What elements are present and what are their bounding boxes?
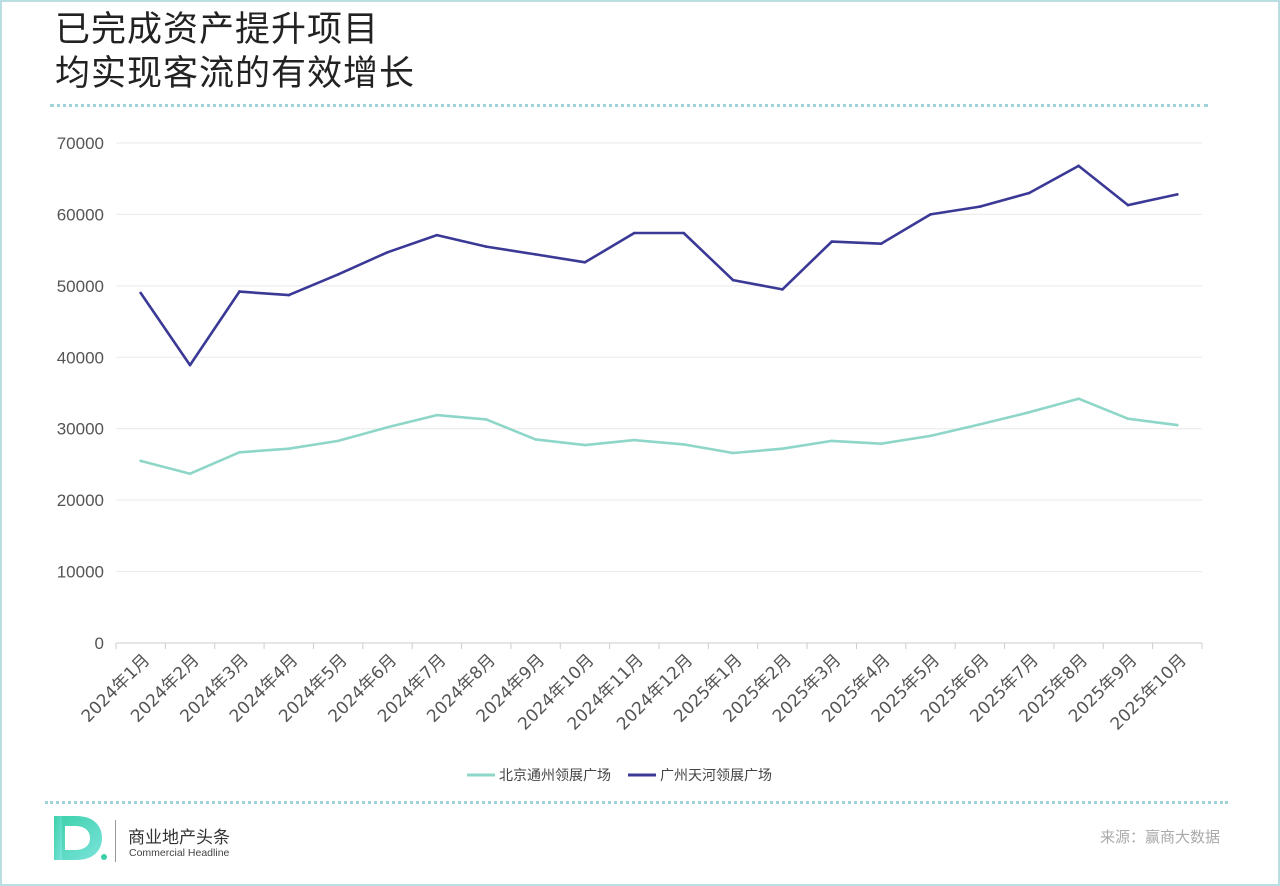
y-tick-label: 60000 [57, 205, 104, 224]
series-1-point [386, 425, 389, 429]
series-1-point [731, 451, 735, 455]
page-title: 已完成资产提升项目 均实现客流的有效增长 [55, 8, 415, 96]
series-2-point [188, 363, 192, 367]
series-1-point [287, 447, 291, 451]
y-tick-label: 30000 [57, 420, 104, 439]
y-tick-label: 20000 [57, 491, 104, 510]
footer-separator [115, 820, 116, 862]
series-1-point [188, 472, 192, 476]
series-1-point [633, 438, 636, 442]
data-source: 来源：赢商大数据 [1099, 828, 1220, 846]
bottom-dotted-divider [45, 801, 1228, 804]
series-2-point [484, 245, 488, 248]
title-line-1: 已完成资产提升项目 [55, 10, 380, 50]
series-1-point [336, 439, 340, 443]
series-1-point [435, 413, 439, 417]
series-2-point [534, 253, 537, 256]
series-1-point [1126, 417, 1130, 421]
series-1-point [682, 443, 685, 446]
legend-label: 北京通州领展广场 [499, 768, 611, 784]
y-tick-label: 40000 [57, 348, 104, 367]
brand-name: 商业地产头条 [128, 828, 230, 848]
series-line-2 [139, 164, 1179, 367]
series-1-point [879, 442, 883, 446]
series-2-point [1027, 191, 1031, 195]
brand-subtitle: Commercial Headline [129, 847, 230, 859]
series-1-point [534, 438, 537, 441]
series-1-point [238, 450, 241, 454]
series-2-point [336, 273, 340, 276]
series-1-point [139, 459, 142, 463]
series-2-point [633, 231, 636, 235]
top-dotted-divider [50, 104, 1208, 107]
series-2-point [731, 278, 735, 282]
series-1-point [583, 443, 587, 447]
series-1-point [1176, 423, 1179, 427]
series-1-point [781, 447, 784, 451]
brand-logo-icon [54, 816, 107, 860]
series-2-point [287, 293, 291, 297]
series-2-point [139, 291, 142, 295]
series-2-point [435, 233, 439, 237]
series-1-point [1077, 397, 1080, 401]
series-2-point [1126, 203, 1130, 207]
series-2-point [682, 231, 685, 235]
legend-label: 广州天河领展广场 [660, 768, 772, 784]
series-2-point [386, 250, 389, 254]
series-1-point [1027, 410, 1031, 414]
series-2-point [879, 242, 883, 246]
series-2-point [1176, 193, 1179, 196]
y-tick-label: 50000 [57, 277, 104, 296]
title-line-2: 均实现客流的有效增长 [55, 54, 416, 94]
series-1-point [484, 418, 488, 421]
series-2-point [583, 260, 587, 264]
y-tick-label: 0 [95, 634, 104, 653]
series-2-point [830, 240, 834, 243]
line-chart: 0100002000030000400005000060000700002024… [57, 134, 1203, 784]
series-2-point [1077, 164, 1080, 168]
series-2-point [929, 213, 932, 216]
series-1-point [830, 439, 834, 443]
y-tick-label: 10000 [57, 563, 104, 582]
series-line-1 [139, 397, 1179, 476]
series-2-point [238, 290, 241, 293]
series-2-point [978, 205, 982, 208]
series-2-point [781, 288, 784, 291]
series-1-point [978, 423, 982, 426]
y-tick-label: 70000 [57, 134, 104, 153]
series-1-point [929, 434, 932, 438]
